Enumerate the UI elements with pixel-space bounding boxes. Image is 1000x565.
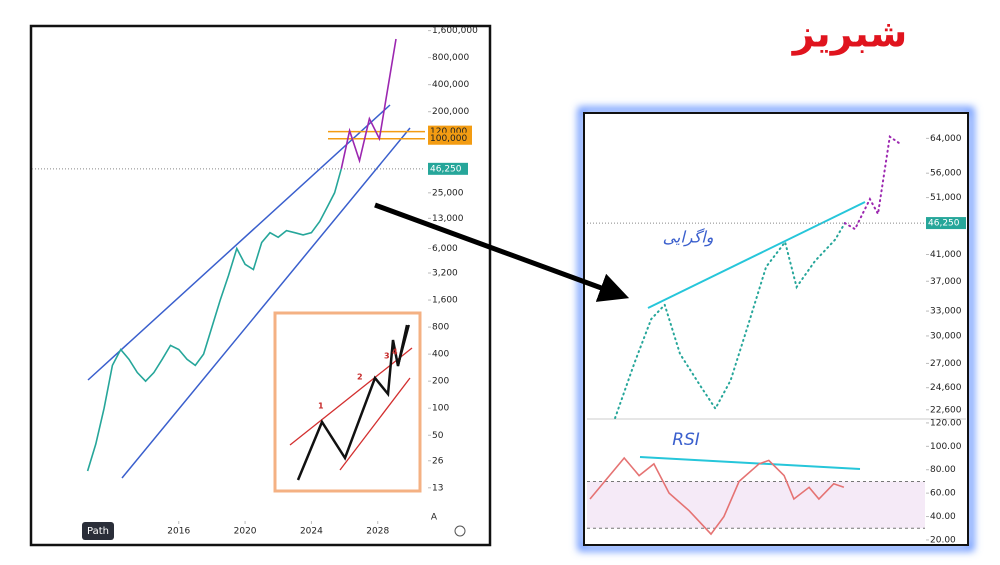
wave-label: 3: [384, 352, 390, 361]
x-tick-label: 2024: [300, 527, 323, 537]
y-tick-label: 24,600: [930, 383, 962, 393]
y-tick-label: 22,600: [930, 405, 962, 415]
channel-lower: [121, 127, 411, 479]
x-tick-label: 2020: [234, 527, 257, 537]
y-tick-label: 100.00: [930, 442, 962, 452]
x-tick-label: 2028: [366, 527, 389, 537]
last-price-label: 46,250: [928, 219, 960, 229]
y-tick-label: 27,000: [930, 359, 962, 369]
series-line: [340, 38, 397, 169]
series-line: [589, 456, 845, 536]
y-tick-label: 13,000: [432, 214, 464, 224]
wave-label: 4: [392, 348, 398, 357]
divergence-line: [647, 201, 866, 309]
y-tick-label: 200: [432, 377, 449, 387]
inset-frame: [273, 311, 422, 493]
x-tick-label: 2016: [167, 527, 190, 537]
price-label: 100,000: [430, 134, 467, 144]
y-tick-label: 6,000: [432, 244, 458, 254]
axis-mode-label: A: [431, 513, 438, 523]
y-tick-label: 26: [432, 456, 444, 466]
y-tick-label: 33,000: [930, 307, 962, 317]
last-price-box: [926, 217, 966, 230]
y-tick-label: 64,000: [930, 134, 962, 144]
wave-label: 2: [357, 373, 363, 382]
divergence-label: واگرایی: [663, 228, 714, 247]
y-tick-label: 50: [432, 431, 444, 441]
y-tick-label: 56,000: [930, 169, 962, 179]
y-tick-label: 51,000: [930, 193, 962, 203]
price-label: 120,000: [430, 127, 467, 137]
y-tick-label: 3,200: [432, 269, 458, 279]
y-tick-label: 41,000: [930, 250, 962, 260]
last-price-box: [428, 162, 468, 175]
y-tick-label: 1,600: [432, 296, 458, 306]
y-tick-label: 80.00: [930, 465, 956, 475]
inset-wave: [296, 324, 409, 481]
series-line: [86, 168, 343, 472]
y-tick-label: 13: [432, 483, 443, 493]
series-line: [843, 134, 901, 231]
right-frame: [583, 112, 969, 546]
y-tick-label: 200,000: [432, 107, 469, 117]
y-tick-label: 37,000: [930, 277, 962, 287]
y-tick-label: 400,000: [432, 80, 469, 90]
channel-upper: [87, 104, 391, 381]
y-tick-label: 30,000: [930, 331, 962, 341]
settings-icon[interactable]: [454, 525, 466, 537]
rsi-label: RSI: [672, 430, 700, 450]
rsi-band: [587, 481, 925, 529]
y-tick-label: 25,000: [432, 188, 464, 198]
y-tick-label: 800: [432, 323, 449, 333]
last-price-label: 46,250: [430, 164, 462, 174]
arrow: [374, 202, 630, 302]
price-label-box: [428, 132, 472, 145]
y-tick-label: 60.00: [930, 489, 956, 499]
inset-channel: [339, 377, 411, 471]
path-button[interactable]: [82, 522, 114, 540]
path-label: Path: [87, 526, 109, 537]
y-tick-label: 1,600,000: [432, 26, 478, 36]
divergence-line: [639, 456, 861, 470]
y-tick-label: 20.00: [930, 535, 956, 545]
right-glow: [578, 107, 974, 551]
y-tick-label: 400: [432, 350, 449, 360]
y-tick-label: 800,000: [432, 53, 469, 63]
wave-label: 1: [318, 402, 324, 411]
y-tick-label: 40.00: [930, 512, 956, 522]
y-tick-label: 120.00: [930, 418, 962, 428]
page-title: شبریز: [791, 12, 907, 56]
y-tick-label: 100: [432, 404, 449, 414]
series-line: [614, 222, 846, 419]
inset-wave: [397, 324, 410, 367]
